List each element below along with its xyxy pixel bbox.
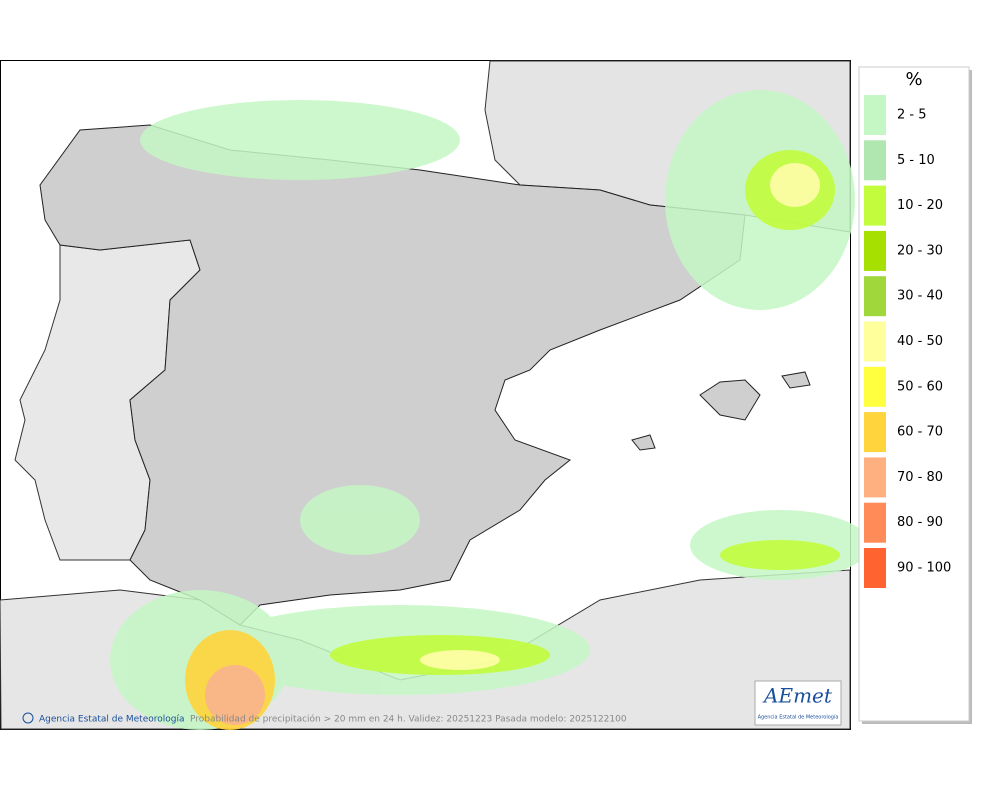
footer-agency: Agencia Estatal de Meteorología <box>39 715 185 725</box>
legend-swatch <box>864 321 886 362</box>
legend-label: 90 - 100 <box>897 561 951 576</box>
legend-title: % <box>905 69 922 90</box>
legend-swatch <box>864 95 886 135</box>
legend-swatch <box>864 502 886 543</box>
legend-swatch <box>864 276 886 317</box>
legend-label: 40 - 50 <box>897 334 943 349</box>
menorca <box>781 371 811 389</box>
precip-area <box>140 100 460 180</box>
legend-label: 10 - 20 <box>897 198 943 213</box>
logo-name: AEmet <box>762 684 833 708</box>
precip-area <box>720 540 840 570</box>
legend-label: 60 - 70 <box>897 425 943 440</box>
logo-box <box>754 680 842 726</box>
legend-swatch <box>864 185 886 226</box>
legend-label: 50 - 60 <box>897 379 943 394</box>
legend-swatch <box>864 230 886 271</box>
legend-swatch <box>864 140 886 181</box>
legend: % 2 - 5 5 - 10 10 - 20 20 - 30 30 - 40 40 - 5… <box>858 66 972 724</box>
precip-area <box>300 485 420 555</box>
map: AEmet Agencia Estatal de Meteorología Ag… <box>0 60 870 730</box>
legend-swatch <box>864 366 886 407</box>
precip-area <box>205 665 265 725</box>
precip-area <box>770 163 820 207</box>
spain <box>39 124 746 626</box>
precip-area <box>420 650 500 670</box>
precip-cores <box>185 150 840 730</box>
legend-label: 5 - 10 <box>897 153 935 168</box>
legend-label: 70 - 80 <box>897 470 943 485</box>
legend-swatch <box>864 548 886 588</box>
legend-label: 2 - 5 <box>897 108 927 123</box>
legend-label: 20 - 30 <box>897 243 943 258</box>
legend-swatch <box>864 412 886 453</box>
copyright-icon <box>22 712 34 724</box>
legend-label: 80 - 90 <box>897 515 943 530</box>
mallorca <box>699 379 761 421</box>
ibiza <box>631 434 656 451</box>
footer-caption: Probabilidad de precipitación > 20 mm en… <box>190 714 627 725</box>
logo-subtitle: Agencia Estatal de Meteorología <box>758 714 839 721</box>
legend-swatch <box>864 457 886 498</box>
legend-label: 30 - 40 <box>897 289 943 304</box>
